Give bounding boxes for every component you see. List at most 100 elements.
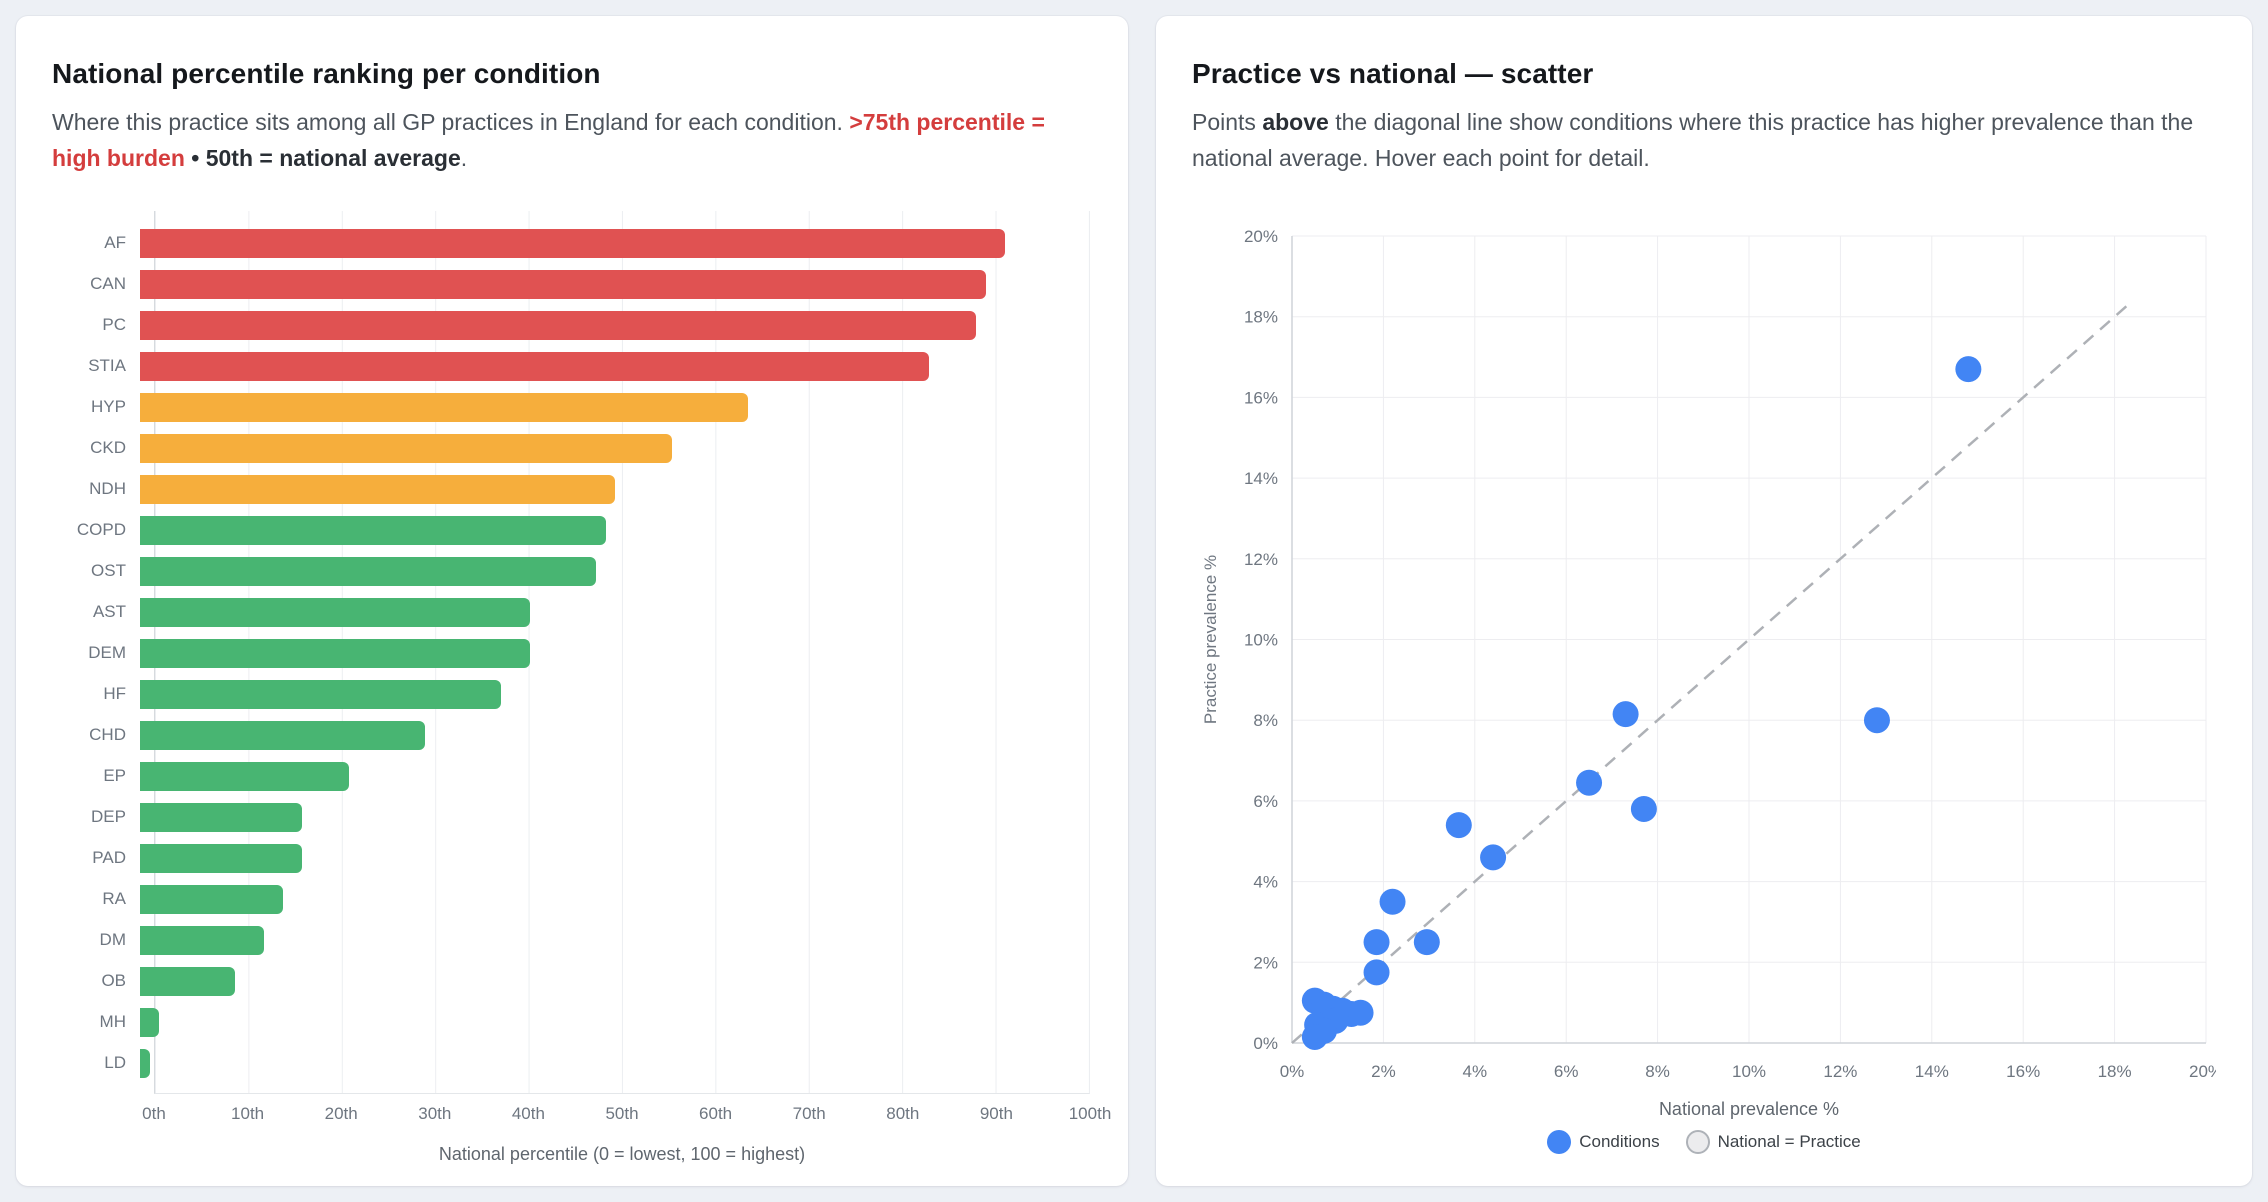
percentile-bar[interactable] <box>140 720 425 750</box>
bar-row: CAN <box>52 264 1090 305</box>
bar-row: PC <box>52 305 1090 346</box>
bar-category-label: DEP <box>91 807 126 827</box>
bar-category-label: RA <box>102 889 126 909</box>
scatter-x-tick-label: 0% <box>1280 1062 1305 1081</box>
bar-x-axis-title: National percentile (0 = lowest, 100 = h… <box>438 1143 806 1164</box>
scatter-point[interactable] <box>1301 1023 1328 1050</box>
scatter-point[interactable] <box>1413 928 1440 955</box>
scatter-x-tick-label: 4% <box>1463 1062 1488 1081</box>
bar-row: DEP <box>52 797 1090 838</box>
bar-row: STIA <box>52 346 1090 387</box>
scatter-point[interactable] <box>1363 928 1390 955</box>
identity-diagonal-line <box>1291 299 2134 1044</box>
bar-row: DEM <box>52 633 1090 674</box>
bar-category-label: CKD <box>90 438 126 458</box>
bar-track <box>140 761 1090 791</box>
scatter-point[interactable] <box>1379 888 1406 915</box>
scatter-subtitle: Points above the diagonal line show cond… <box>1192 104 2216 177</box>
bar-row: AST <box>52 592 1090 633</box>
percentile-bar[interactable] <box>140 761 349 791</box>
conditions-dot-icon <box>1547 1129 1572 1154</box>
bar-x-tick-label: 40th <box>511 1103 545 1123</box>
bar-track <box>140 392 1090 422</box>
percentile-bar[interactable] <box>140 351 929 381</box>
percentile-bar[interactable] <box>140 925 264 955</box>
percentile-bar[interactable] <box>140 802 302 832</box>
percentile-bar[interactable] <box>140 597 530 627</box>
bar-category-label: AF <box>104 233 126 253</box>
legend-label-conditions: Conditions <box>1579 1131 1660 1151</box>
legend-item-conditions[interactable]: Conditions <box>1547 1129 1660 1154</box>
percentile-bar[interactable] <box>140 392 748 422</box>
percentile-bar[interactable] <box>140 310 976 340</box>
scatter-point[interactable] <box>1863 706 1890 733</box>
percentile-bar[interactable] <box>140 1048 150 1078</box>
bar-track <box>140 474 1090 504</box>
bar-category-label: HF <box>103 684 126 704</box>
scatter-x-tick-label: 6% <box>1554 1062 1579 1081</box>
bar-track <box>140 310 1090 340</box>
bar-category-label: HYP <box>91 397 126 417</box>
scatter-subtitle-text: Points <box>1192 109 1263 135</box>
bar-x-tick-label: 20th <box>324 1103 358 1123</box>
bar-row: CHD <box>52 715 1090 756</box>
scatter-title: Practice vs national — scatter <box>1192 58 1594 89</box>
percentile-bar[interactable] <box>140 679 501 709</box>
percentile-bar[interactable] <box>140 515 606 545</box>
bar-track <box>140 679 1090 709</box>
bar-category-label: DM <box>99 930 126 950</box>
bar-category-label: COPD <box>76 520 126 540</box>
percentile-bar[interactable] <box>140 228 1005 258</box>
percentile-bar[interactable] <box>140 1007 159 1037</box>
legend-label-national: National = Practice <box>1717 1131 1861 1151</box>
percentile-bar[interactable] <box>140 884 283 914</box>
scatter-point[interactable] <box>1630 795 1657 822</box>
bar-category-label: EP <box>103 766 126 786</box>
bar-row: LD <box>52 1043 1090 1084</box>
scatter-y-tick-label: 2% <box>1253 953 1278 972</box>
scatter-subtitle-text-2: the diagonal line show conditions where … <box>1192 109 2194 172</box>
bar-category-label: NDH <box>89 479 126 499</box>
bar-track <box>140 597 1090 627</box>
bar-x-tick-label: 80th <box>886 1103 920 1123</box>
scatter-point[interactable] <box>1347 999 1374 1026</box>
percentile-bar[interactable] <box>140 474 615 504</box>
scatter-point[interactable] <box>1445 811 1472 838</box>
percentile-bar[interactable] <box>140 966 235 996</box>
legend-item-national[interactable]: National = Practice <box>1685 1129 1861 1154</box>
scatter-y-tick-label: 16% <box>1244 388 1278 407</box>
bar-category-label: CHD <box>89 725 126 745</box>
bar-track <box>140 351 1090 381</box>
subtitle-end: . <box>460 145 468 172</box>
scatter-point[interactable] <box>1576 769 1603 796</box>
scatter-x-tick-label: 8% <box>1645 1062 1670 1081</box>
bar-track <box>140 720 1090 750</box>
bar-category-label: MH <box>99 1012 126 1032</box>
subtitle-bold: 50th = national average <box>205 145 461 172</box>
scatter-point[interactable] <box>1955 355 1982 382</box>
scatter-panel: Practice vs national — scatter Points ab… <box>1156 16 2252 1186</box>
percentile-bar[interactable] <box>140 843 302 873</box>
subtitle-highlight: >75th percentile = high burden <box>52 109 1045 172</box>
bar-x-tick-label: 100th <box>1068 1103 1112 1123</box>
scatter-y-tick-label: 14% <box>1244 469 1278 488</box>
scatter-x-tick-label: 20% <box>2189 1062 2216 1081</box>
percentile-bar[interactable] <box>140 638 530 668</box>
scatter-point[interactable] <box>1363 959 1390 986</box>
scatter-y-tick-label: 8% <box>1253 711 1278 730</box>
percentile-bar[interactable] <box>140 433 672 463</box>
percentile-bar[interactable] <box>140 269 986 299</box>
bar-category-label: PAD <box>92 848 126 868</box>
scatter-y-tick-label: 12% <box>1244 549 1278 568</box>
bar-x-tick-label: 90th <box>979 1103 1013 1123</box>
bar-row: DM <box>52 920 1090 961</box>
scatter-point[interactable] <box>1612 700 1639 727</box>
scatter-point[interactable] <box>1480 844 1507 871</box>
subtitle-separator: • <box>184 145 206 172</box>
scatter-y-tick-label: 0% <box>1253 1034 1278 1053</box>
national-circle-icon <box>1685 1129 1710 1154</box>
scatter-y-tick-label: 4% <box>1253 872 1278 891</box>
scatter-subtitle-bold: above <box>1262 109 1329 135</box>
bar-x-tick-label: 60th <box>699 1103 733 1123</box>
percentile-bar[interactable] <box>140 556 596 586</box>
